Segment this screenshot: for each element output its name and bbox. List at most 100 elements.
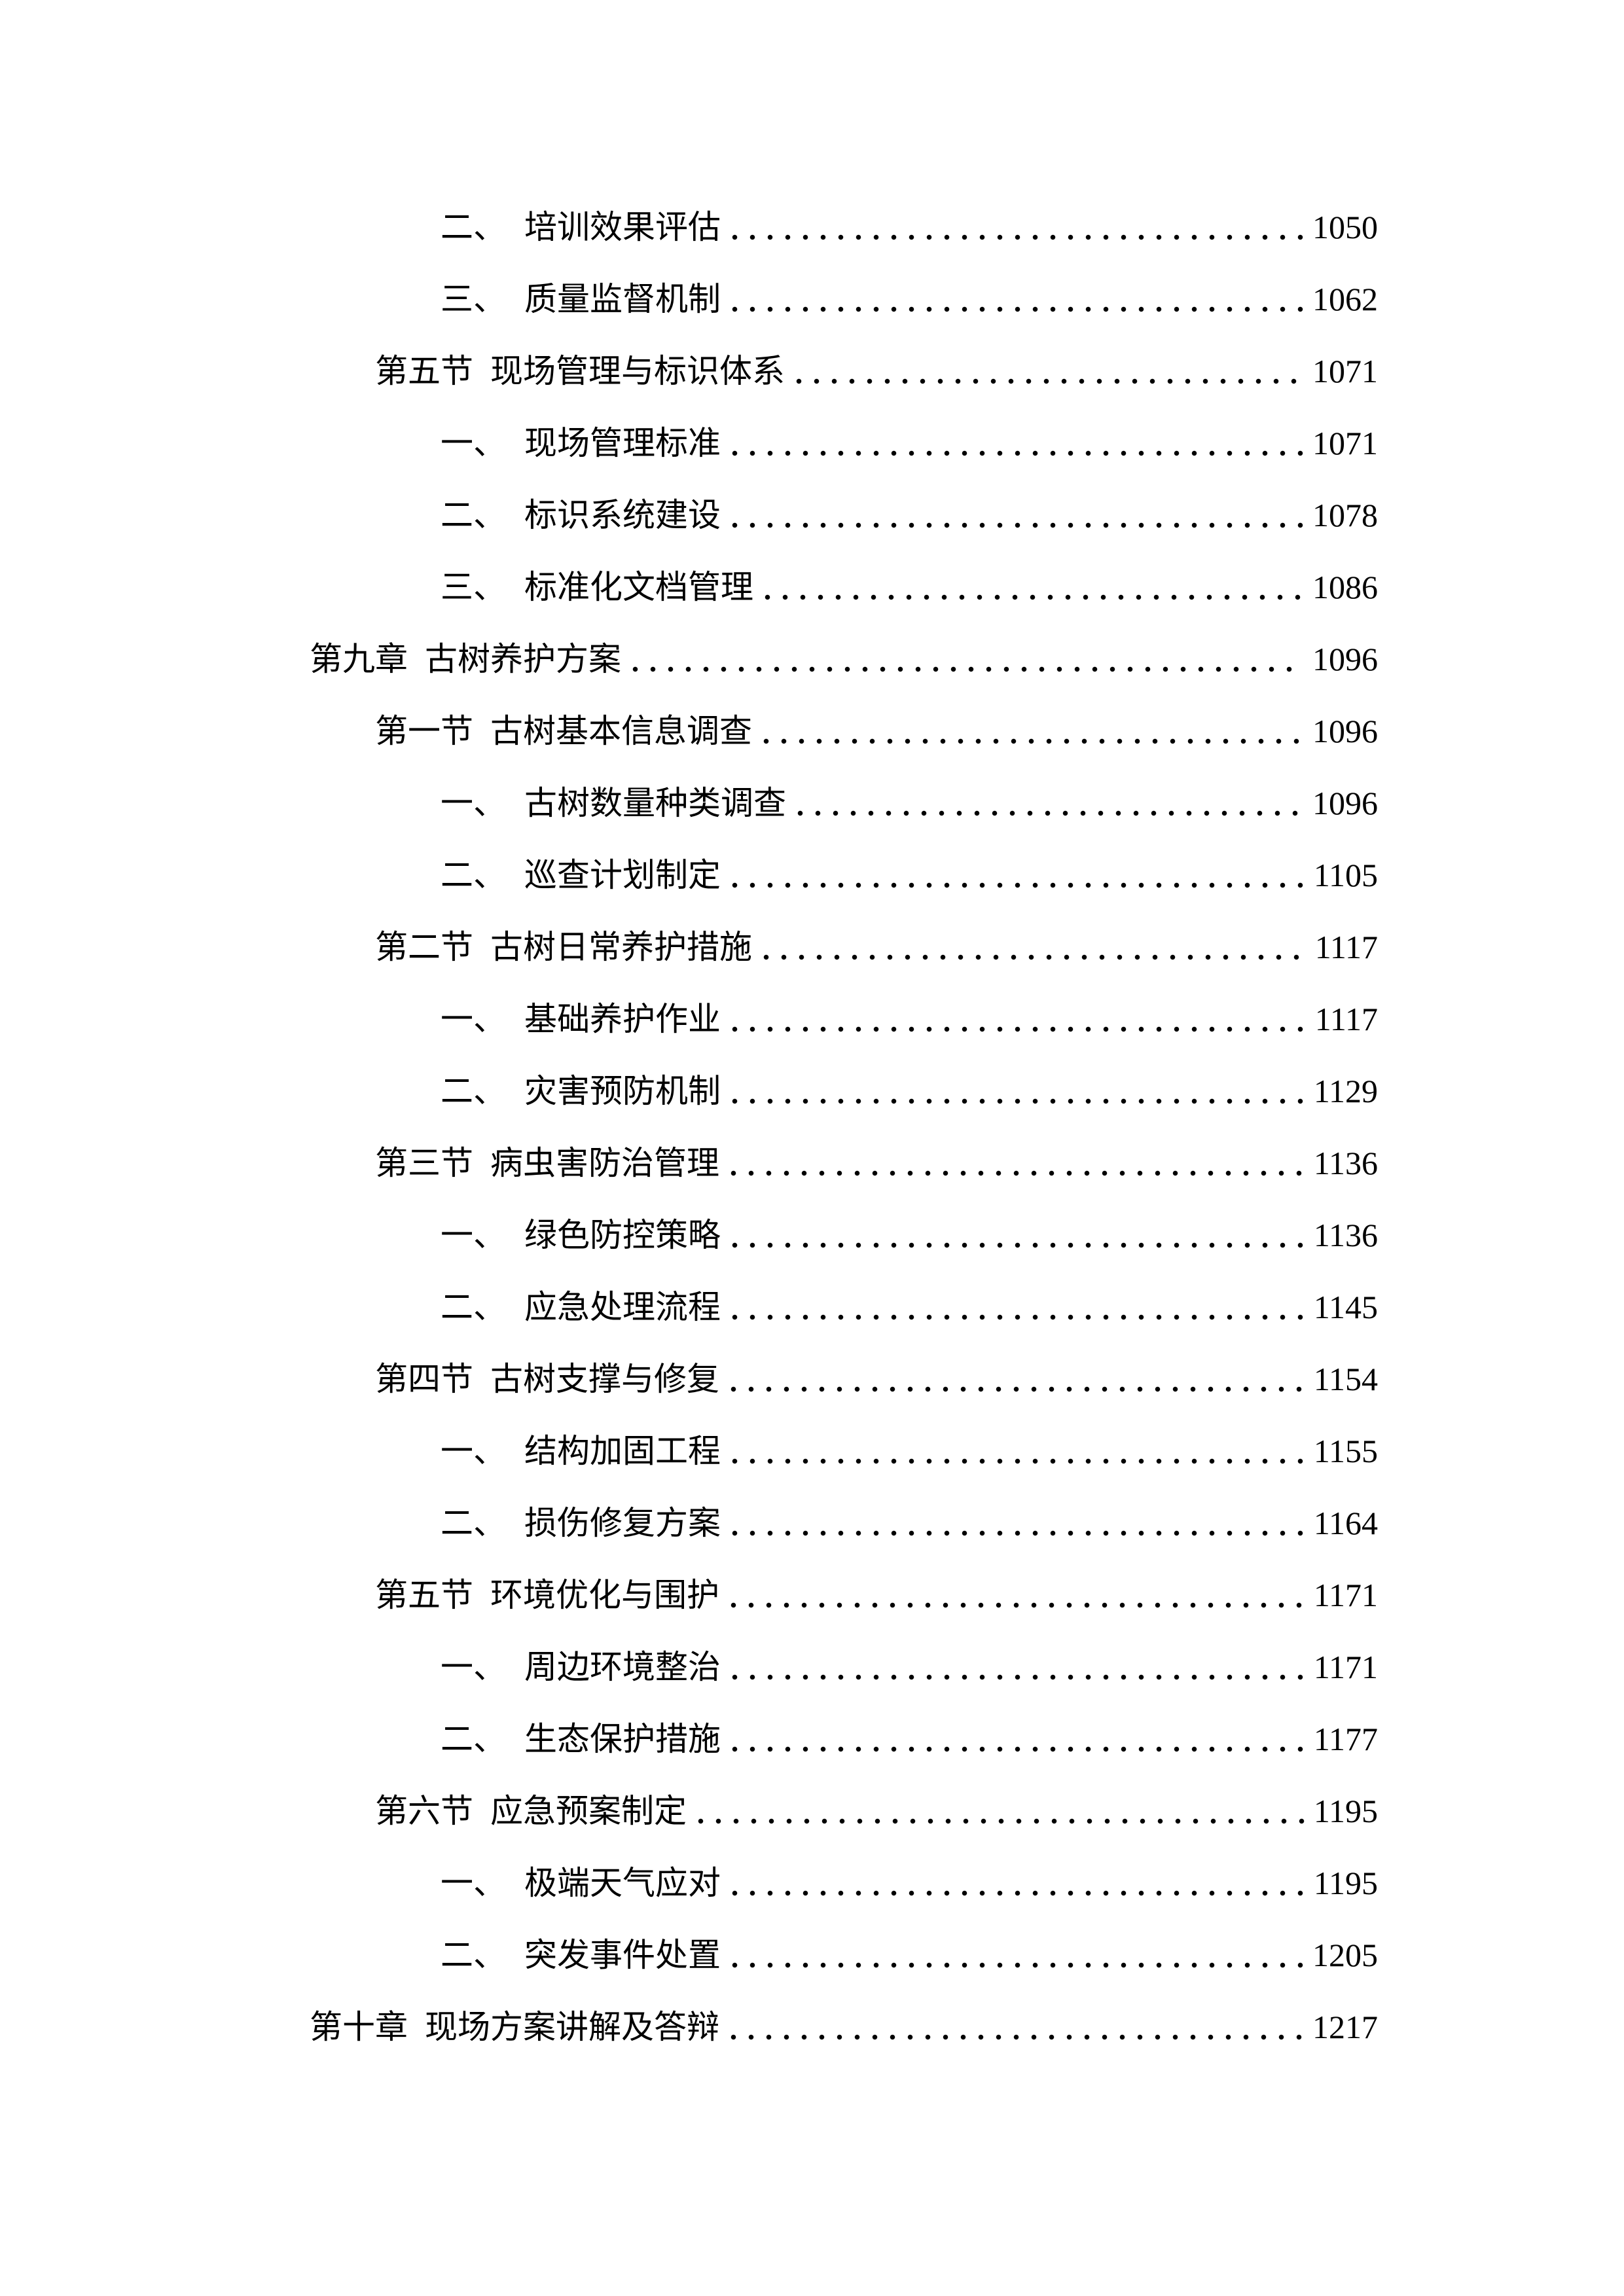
toc-entry-page-number: 1205	[1312, 1937, 1378, 1973]
toc-entry[interactable]: 第三节 病虫害防治管理 1136	[310, 1127, 1378, 1199]
dot-leader	[756, 695, 1303, 767]
toc-entry-page-number: 1071	[1312, 425, 1378, 461]
dot-leader	[725, 191, 1303, 263]
dot-leader	[723, 1991, 1303, 2063]
toc-entry-label: 三、	[441, 281, 506, 317]
toc-entry-title: 培训效果评估	[524, 209, 721, 245]
dot-leader	[725, 1415, 1305, 1487]
toc-entry-label: 第十章	[310, 2009, 408, 2045]
toc-entry-title: 灾害预防机制	[524, 1073, 721, 1109]
toc-entry[interactable]: 第五节 现场管理与标识体系 1071	[310, 335, 1378, 407]
toc-entry[interactable]: 第九章 古树养护方案 1096	[310, 623, 1378, 695]
toc-entry[interactable]: 一、 极端天气应对 1195	[310, 1847, 1378, 1919]
toc-entry-title: 基础养护作业	[524, 1001, 721, 1037]
dot-leader	[625, 623, 1303, 695]
toc-entry-page-number: 1155	[1313, 1433, 1378, 1469]
toc-entry-page-number: 1154	[1313, 1361, 1378, 1397]
toc-entry[interactable]: 第六节 应急预案制定 1195	[310, 1775, 1378, 1847]
toc-entry-title: 古树支撑与修复	[490, 1361, 719, 1397]
dot-leader	[756, 911, 1306, 983]
toc-entry-page-number: 1050	[1312, 209, 1378, 245]
toc-entry[interactable]: 第十章 现场方案讲解及答辩 1217	[310, 1991, 1378, 2063]
dot-leader	[725, 1271, 1305, 1343]
toc-entry-page-number: 1171	[1313, 1577, 1378, 1613]
toc-entry[interactable]: 二、 损伤修复方案 1164	[310, 1487, 1378, 1559]
toc-entry[interactable]: 二、 灾害预防机制 1129	[310, 1055, 1378, 1127]
toc-entry[interactable]: 二、 生态保护措施 1177	[310, 1703, 1378, 1775]
toc-entry-label: 一、	[441, 1217, 506, 1253]
toc-entry-label: 一、	[441, 1001, 506, 1037]
toc-entry-page-number: 1096	[1312, 785, 1378, 821]
toc-entry-title: 古树数量种类调查	[524, 785, 786, 821]
toc-entry[interactable]: 二、 标识系统建设 1078	[310, 479, 1378, 551]
toc-entry-title: 质量监督机制	[524, 281, 721, 317]
toc-entry[interactable]: 一、 基础养护作业 1117	[310, 983, 1378, 1055]
toc-entry-page-number: 1136	[1313, 1217, 1378, 1253]
dot-leader	[789, 335, 1303, 407]
toc-entry-title: 现场管理标准	[524, 425, 721, 461]
toc-entry[interactable]: 一、 现场管理标准 1071	[310, 407, 1378, 479]
toc-entry[interactable]: 第一节 古树基本信息调查 1096	[310, 695, 1378, 767]
dot-leader	[725, 1847, 1305, 1919]
toc-entry-label: 二、	[441, 497, 506, 533]
toc-entry[interactable]: 一、 古树数量种类调查 1096	[310, 767, 1378, 839]
toc-entry-label: 第四节	[375, 1361, 473, 1397]
toc-entry-page-number: 1078	[1312, 497, 1378, 533]
toc-entry[interactable]: 二、 巡查计划制定 1105	[310, 839, 1378, 911]
toc-entry-page-number: 1117	[1314, 929, 1378, 965]
toc-entry-label: 第六节	[375, 1793, 473, 1829]
toc-entry-label: 三、	[441, 569, 506, 605]
dot-leader	[725, 839, 1305, 911]
toc-entry-page-number: 1195	[1313, 1865, 1378, 1901]
toc-entry[interactable]: 二、 培训效果评估 1050	[310, 191, 1378, 263]
toc-entry-label: 一、	[441, 425, 506, 461]
dot-leader	[723, 1559, 1305, 1631]
toc-entry-page-number: 1086	[1312, 569, 1378, 605]
toc-entry-label: 二、	[441, 857, 506, 893]
dot-leader	[725, 1631, 1305, 1703]
toc-entry-page-number: 1136	[1313, 1145, 1378, 1181]
toc-entry-label: 二、	[441, 209, 506, 245]
toc-entry-label: 一、	[441, 785, 506, 821]
toc-entry-page-number: 1096	[1312, 713, 1378, 749]
toc-entry-label: 二、	[441, 1721, 506, 1757]
dot-leader	[725, 263, 1303, 335]
toc-entry[interactable]: 一、 绿色防控策略 1136	[310, 1199, 1378, 1271]
toc-entry-title: 古树养护方案	[425, 641, 621, 677]
dot-leader	[723, 1343, 1305, 1415]
dot-leader	[723, 1127, 1305, 1199]
toc-entry[interactable]: 第四节 古树支撑与修复 1154	[310, 1343, 1378, 1415]
toc-entry[interactable]: 三、 质量监督机制 1062	[310, 263, 1378, 335]
toc-entry-page-number: 1062	[1312, 281, 1378, 317]
toc-entry-title: 绿色防控策略	[524, 1217, 721, 1253]
toc-entry-title: 现场方案讲解及答辩	[425, 2009, 719, 2045]
toc-entry-page-number: 1071	[1312, 353, 1378, 389]
toc-entry-title: 损伤修复方案	[524, 1505, 721, 1541]
toc-entry-label: 二、	[441, 1289, 506, 1325]
toc-entry-title: 标识系统建设	[524, 497, 721, 533]
toc-entry-page-number: 1096	[1312, 641, 1378, 677]
toc-entry-page-number: 1145	[1313, 1289, 1378, 1325]
toc-entry-title: 应急处理流程	[524, 1289, 721, 1325]
toc-entry-title: 古树日常养护措施	[490, 929, 752, 965]
toc-entry[interactable]: 二、 应急处理流程 1145	[310, 1271, 1378, 1343]
toc-entry-label: 二、	[441, 1937, 506, 1973]
toc-entry-label: 第一节	[375, 713, 473, 749]
toc-entry-label: 第三节	[375, 1145, 473, 1181]
toc-entry-title: 生态保护措施	[524, 1721, 721, 1757]
dot-leader	[725, 1703, 1305, 1775]
dot-leader	[725, 1487, 1305, 1559]
toc-entry[interactable]: 一、 结构加固工程 1155	[310, 1415, 1378, 1487]
dot-leader	[725, 1055, 1305, 1127]
dot-leader	[757, 551, 1303, 623]
toc-entry-title: 突发事件处置	[524, 1937, 721, 1973]
dot-leader	[790, 767, 1303, 839]
toc-entry-page-number: 1195	[1313, 1793, 1378, 1829]
toc-entry[interactable]: 一、 周边环境整治 1171	[310, 1631, 1378, 1703]
toc-entry[interactable]: 第五节 环境优化与围护 1171	[310, 1559, 1378, 1631]
toc-entry[interactable]: 第二节 古树日常养护措施 1117	[310, 911, 1378, 983]
toc-entry[interactable]: 二、 突发事件处置 1205	[310, 1919, 1378, 1991]
toc-entry[interactable]: 三、 标准化文档管理 1086	[310, 551, 1378, 623]
toc-entry-title: 结构加固工程	[524, 1433, 721, 1469]
toc-entry-title: 现场管理与标识体系	[490, 353, 785, 389]
